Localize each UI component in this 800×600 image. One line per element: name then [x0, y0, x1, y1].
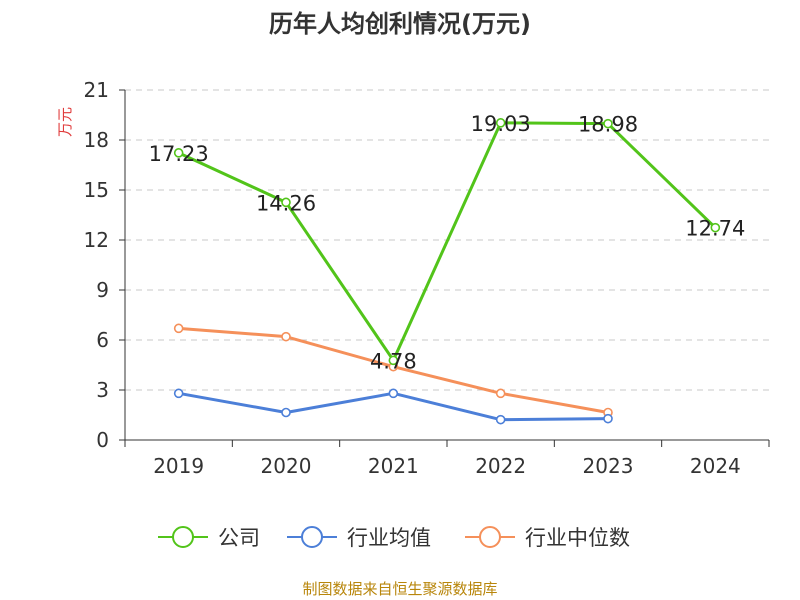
data-point-series-1: [281, 407, 291, 418]
x-tick-label: 2019: [153, 454, 204, 478]
data-labels: 17.23 14.26 4.78 19.03 18.98 12.74: [149, 112, 746, 374]
legend-label-1: 行业均值: [347, 526, 431, 550]
data-point-series-0: [495, 118, 506, 128]
legend-marker-1: [301, 526, 323, 548]
legend-label-2: 行业中位数: [525, 526, 630, 550]
axes: 0 3 6 9 12 15 18 21 2019 2020 2021 2022 2023 2024: [84, 78, 770, 478]
data-point-series-1: [603, 413, 613, 424]
x-tick-label: 2023: [583, 454, 634, 478]
data-point-series-0: [388, 355, 399, 366]
data-point-series-0: [173, 148, 184, 158]
legend-marker-0: [172, 526, 194, 548]
y-tick-label: 3: [96, 378, 109, 402]
data-label: 12.74: [685, 217, 745, 241]
data-label: 17.23: [149, 142, 209, 166]
series-lines: [173, 118, 721, 425]
data-point-series-1: [495, 414, 506, 425]
data-label: 19.03: [471, 112, 531, 136]
data-point-series-2: [495, 388, 506, 399]
y-tick-label: 6: [96, 328, 109, 352]
data-point-series-0: [603, 118, 613, 129]
data-point-series-0: [281, 197, 291, 208]
legend-marker-2: [479, 526, 501, 548]
data-point-series-1: [388, 388, 399, 399]
data-point-series-0: [710, 222, 721, 233]
data-label: 4.78: [370, 349, 417, 373]
data-point-series-2: [281, 331, 291, 342]
data-point-series-1: [173, 388, 184, 399]
data-point-series-2: [173, 323, 184, 334]
y-tick-label: 9: [96, 278, 109, 302]
data-label: 18.98: [578, 113, 638, 137]
source-note: 制图数据来自恒生聚源数据库: [302, 580, 497, 598]
chart-title: 历年人均创利情况(万元): [269, 10, 531, 38]
x-tick-label: 2022: [475, 454, 526, 478]
y-axis-unit-label: 万元: [56, 107, 74, 137]
series-line-0: [178, 121, 717, 362]
y-tick-label: 18: [84, 128, 109, 152]
y-tick-label: 21: [84, 78, 109, 102]
legend-label-0: 公司: [218, 526, 260, 550]
x-tick-label: 2020: [261, 454, 312, 478]
data-label: 14.26: [256, 191, 316, 215]
x-tick-label: 2021: [368, 454, 419, 478]
y-tick-label: 0: [96, 428, 109, 452]
y-tick-label: 12: [84, 228, 109, 252]
legend: 公司 行业均值 行业中位数: [158, 526, 630, 550]
x-tick-label: 2024: [690, 454, 741, 478]
y-tick-label: 15: [84, 178, 109, 202]
